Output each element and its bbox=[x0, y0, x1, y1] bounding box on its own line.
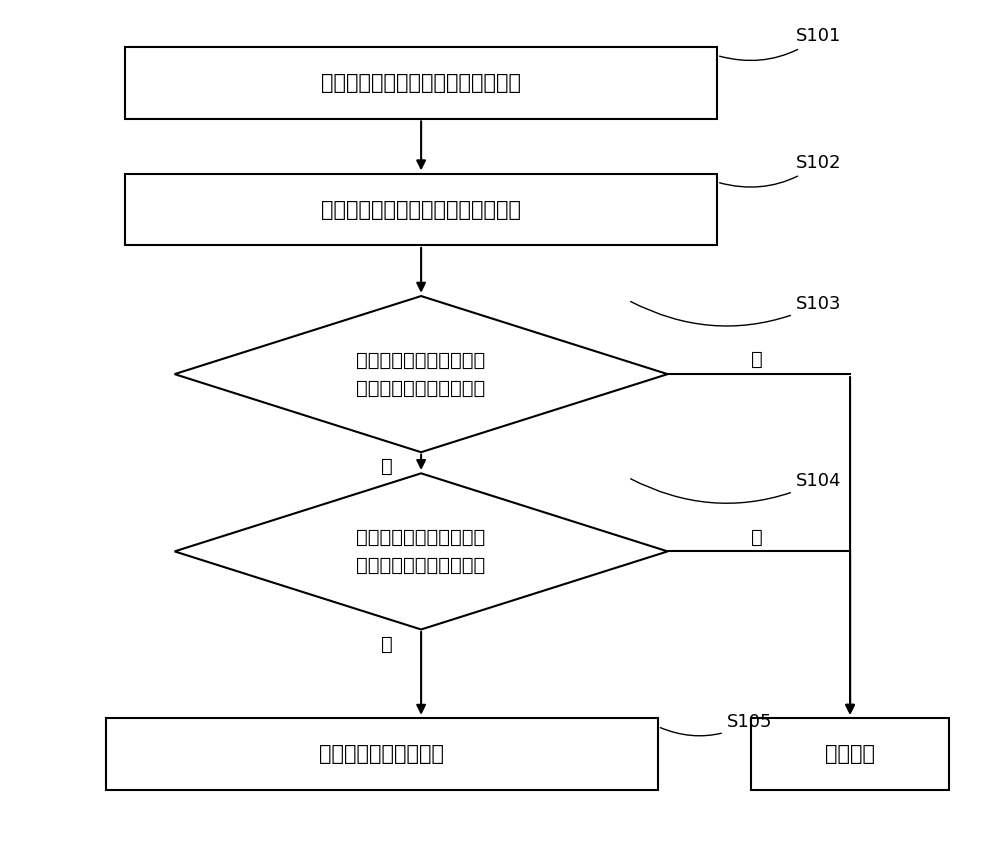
Text: S102: S102 bbox=[720, 154, 841, 187]
Text: 获取空调所处空间的第一室内湿度值: 获取空调所处空间的第一室内湿度值 bbox=[321, 73, 521, 93]
Text: 否: 否 bbox=[751, 528, 762, 547]
Text: S105: S105 bbox=[660, 713, 772, 736]
Text: 是: 是 bbox=[381, 456, 392, 475]
Bar bbox=[125, 47, 717, 118]
Bar bbox=[125, 173, 717, 245]
Text: 获取空调所处空间的第一室外湿度值: 获取空调所处空间的第一室外湿度值 bbox=[321, 200, 521, 220]
Text: 流程结束: 流程结束 bbox=[825, 744, 875, 764]
Text: 是: 是 bbox=[381, 635, 392, 654]
Text: S103: S103 bbox=[631, 295, 841, 326]
Text: S104: S104 bbox=[631, 473, 841, 504]
Text: 否: 否 bbox=[751, 350, 762, 369]
Polygon shape bbox=[175, 296, 668, 452]
Text: S101: S101 bbox=[720, 27, 841, 60]
Text: 控制空调运行新风模式: 控制空调运行新风模式 bbox=[319, 744, 444, 764]
Bar bbox=[751, 718, 949, 790]
Text: 判断第一室内湿度值是否
大于预设的凝露湿度阈值: 判断第一室内湿度值是否 大于预设的凝露湿度阈值 bbox=[356, 351, 486, 397]
Polygon shape bbox=[175, 474, 668, 630]
Bar bbox=[106, 718, 658, 790]
Text: 判断第一室外湿度值是否
小于预设的室外湿度阈值: 判断第一室外湿度值是否 小于预设的室外湿度阈值 bbox=[356, 528, 486, 575]
